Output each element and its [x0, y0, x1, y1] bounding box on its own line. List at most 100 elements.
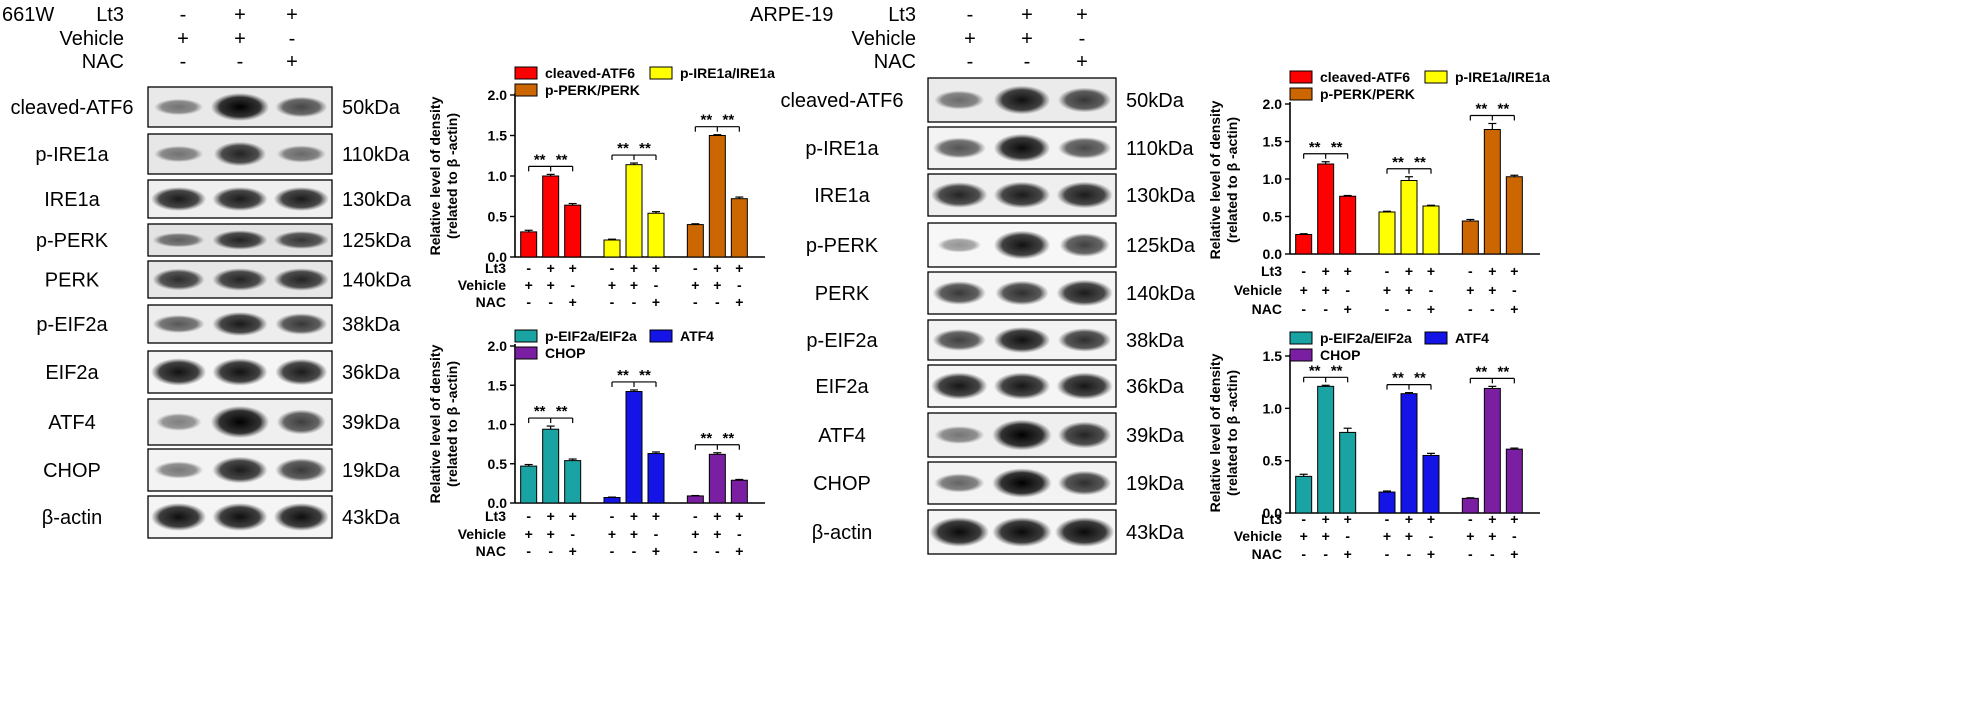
bar — [1378, 211, 1396, 255]
blot-band — [275, 313, 328, 335]
treatment-label-vehicle: Vehicle — [852, 28, 917, 50]
x-sign-label: - — [1429, 528, 1434, 544]
protein-label: β-actin — [812, 522, 872, 544]
x-sign-label: + — [1344, 511, 1352, 527]
bar — [625, 391, 643, 504]
x-sign-label: - — [526, 294, 531, 310]
bar — [564, 460, 582, 504]
significance-mark: ** — [1475, 363, 1487, 380]
protein-label: β-actin — [42, 507, 102, 529]
treatment-sign: + — [177, 28, 189, 50]
blot-strip — [927, 364, 1117, 408]
significance-mark: ** — [722, 112, 734, 129]
significance-mark: ** — [1475, 101, 1487, 118]
x-sign-label: - — [1301, 511, 1306, 527]
blot-strip — [147, 495, 333, 539]
x-sign-label: - — [737, 526, 742, 542]
x-sign-label: + — [630, 277, 638, 293]
blot-band — [154, 461, 204, 479]
x-sign-label: + — [1510, 511, 1518, 527]
protein-label: PERK — [815, 283, 870, 305]
blot-band — [275, 458, 328, 482]
y-tick-label: 1.5 — [488, 377, 508, 393]
bar — [625, 164, 643, 258]
blot-strip — [147, 304, 333, 344]
x-sign-label: + — [608, 277, 616, 293]
x-sign-label: + — [713, 260, 721, 276]
x-row-label: Lt3 — [1261, 511, 1282, 527]
protein-label: ATF4 — [48, 412, 95, 434]
bar — [1461, 220, 1479, 255]
y-tick-label: 1.5 — [1263, 134, 1283, 150]
blot-band — [212, 503, 268, 531]
mw-label: 39kDa — [1126, 425, 1185, 447]
blot-band — [151, 186, 207, 212]
x-sign-label: + — [547, 277, 555, 293]
legend-label: ATF4 — [680, 328, 714, 344]
bar — [542, 428, 560, 504]
x-sign-label: + — [1300, 528, 1308, 544]
bar — [1505, 448, 1523, 514]
blot-band — [273, 503, 329, 531]
x-sign-label: - — [526, 543, 531, 559]
mw-label: 140kDa — [342, 270, 412, 292]
legend-swatch — [514, 83, 538, 97]
mw-label: 39kDa — [342, 412, 401, 434]
treatment-sign: + — [1076, 51, 1088, 73]
x-sign-label: + — [652, 260, 660, 276]
bar — [730, 479, 748, 504]
x-sign-label: - — [1301, 301, 1306, 317]
significance-mark: ** — [1414, 370, 1426, 387]
y-tick-label: 1.0 — [488, 168, 508, 184]
bar-chart-2: 0.0 0.5 1.0 1.5 2.0 Relative level of density… — [427, 328, 765, 559]
bar — [1295, 475, 1313, 514]
y-tick-label: 1.0 — [1263, 171, 1283, 187]
legend-label: p-IRE1a/IRE1a — [1455, 69, 1550, 85]
x-sign-label: + — [1466, 282, 1474, 298]
blot-strip — [927, 509, 1117, 555]
protein-label: p-PERK — [36, 230, 109, 252]
bar — [1400, 180, 1418, 255]
blot-band — [992, 419, 1052, 451]
x-sign-label: + — [1344, 301, 1352, 317]
x-sign-label: - — [1301, 546, 1306, 562]
protein-label: IRE1a — [44, 189, 100, 211]
y-tick-label: 0.0 — [1263, 505, 1283, 521]
blot-band — [932, 329, 986, 351]
x-sign-label: + — [547, 260, 555, 276]
x-sign-label: - — [1385, 511, 1390, 527]
blot-band — [993, 133, 1051, 163]
blot-band — [154, 98, 204, 116]
protein-label: IRE1a — [814, 185, 870, 207]
blot-strip — [927, 126, 1117, 170]
x-sign-label: - — [1323, 301, 1328, 317]
legend-swatch — [514, 346, 538, 360]
x-sign-label: + — [1322, 263, 1330, 279]
x-sign-label: + — [1300, 282, 1308, 298]
legend-swatch — [1424, 70, 1448, 84]
blot-strip — [927, 319, 1117, 361]
blot-band — [995, 280, 1049, 306]
treatment-label-lt3: Lt3 — [96, 4, 124, 26]
x-sign-label: - — [1385, 301, 1390, 317]
bar — [1422, 454, 1440, 514]
x-sign-label: - — [1385, 263, 1390, 279]
x-sign-label: + — [1488, 263, 1496, 279]
x-sign-label: - — [693, 260, 698, 276]
bar — [708, 453, 726, 504]
cell-line-label: ARPE-19 — [750, 4, 833, 26]
x-sign-label: + — [608, 526, 616, 542]
x-sign-label: - — [1468, 511, 1473, 527]
x-sign-label: + — [569, 260, 577, 276]
blot-strip — [147, 350, 333, 394]
legend-label: ATF4 — [1455, 330, 1489, 346]
y-axis-label-line: (related to β -actin) — [444, 361, 460, 487]
x-sign-label: - — [654, 277, 659, 293]
x-sign-label: + — [652, 543, 660, 559]
x-row-label: NAC — [476, 294, 506, 310]
x-sign-label: + — [569, 508, 577, 524]
x-sign-label: - — [632, 543, 637, 559]
x-sign-label: + — [1405, 282, 1413, 298]
x-sign-label: + — [1427, 511, 1435, 527]
legend-swatch — [1289, 348, 1313, 362]
